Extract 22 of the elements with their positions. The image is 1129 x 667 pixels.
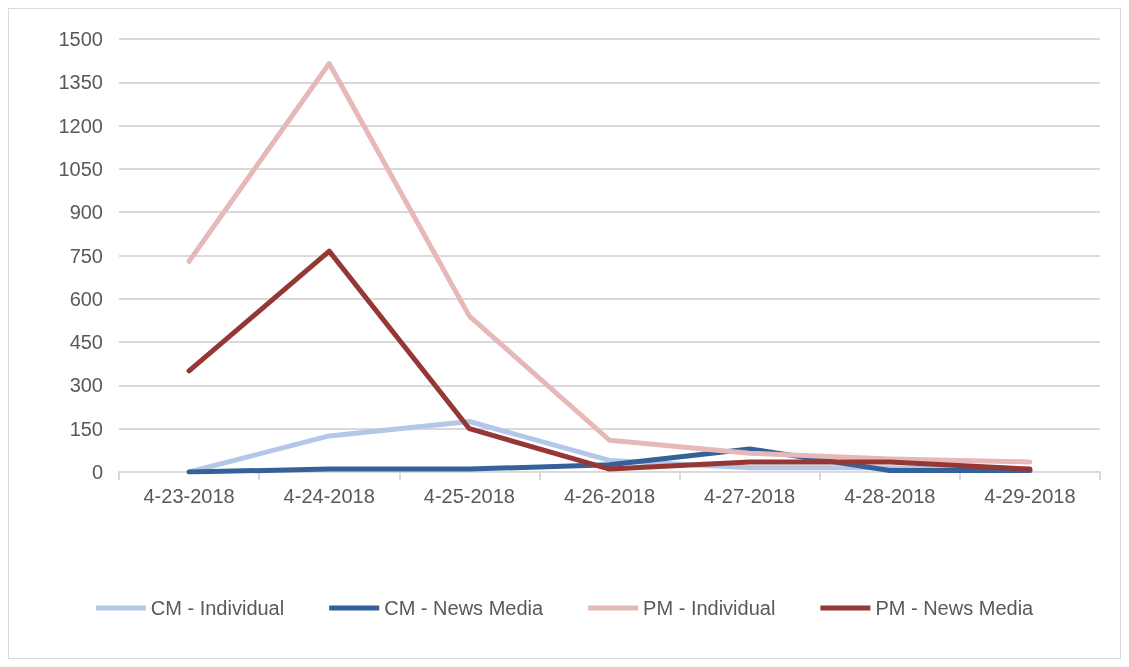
y-tick-label: 1500 <box>58 28 103 50</box>
x-tick-label: 4-26-2018 <box>563 485 656 507</box>
y-tick-label: 900 <box>69 201 103 224</box>
legend-label: CM - News Media <box>384 597 544 619</box>
legend-label: CM - Individual <box>150 597 285 619</box>
x-tick-label: 4-25-2018 <box>423 485 515 507</box>
x-tick-label: 4-24-2018 <box>283 485 375 507</box>
y-tick-label: 1200 <box>58 114 103 137</box>
y-tick-label: 150 <box>69 417 103 440</box>
y-tick-label: 450 <box>69 331 103 354</box>
y-tick-label: 300 <box>69 374 103 397</box>
x-tick-label: 4-27-2018 <box>704 485 796 507</box>
y-tick-label: 1350 <box>58 71 103 94</box>
legend-label: PM - News Media <box>875 597 1035 619</box>
x-tick-label: 4-29-2018 <box>984 485 1076 507</box>
legend-label: PM - Individual <box>643 597 776 619</box>
x-tick-label: 4-23-2018 <box>143 485 235 507</box>
y-tick-label: 0 <box>91 461 103 483</box>
y-tick-label: 1050 <box>58 157 103 180</box>
x-tick-label: 4-28-2018 <box>844 485 936 507</box>
y-tick-label: 600 <box>69 287 103 310</box>
y-tick-label: 750 <box>69 244 103 267</box>
